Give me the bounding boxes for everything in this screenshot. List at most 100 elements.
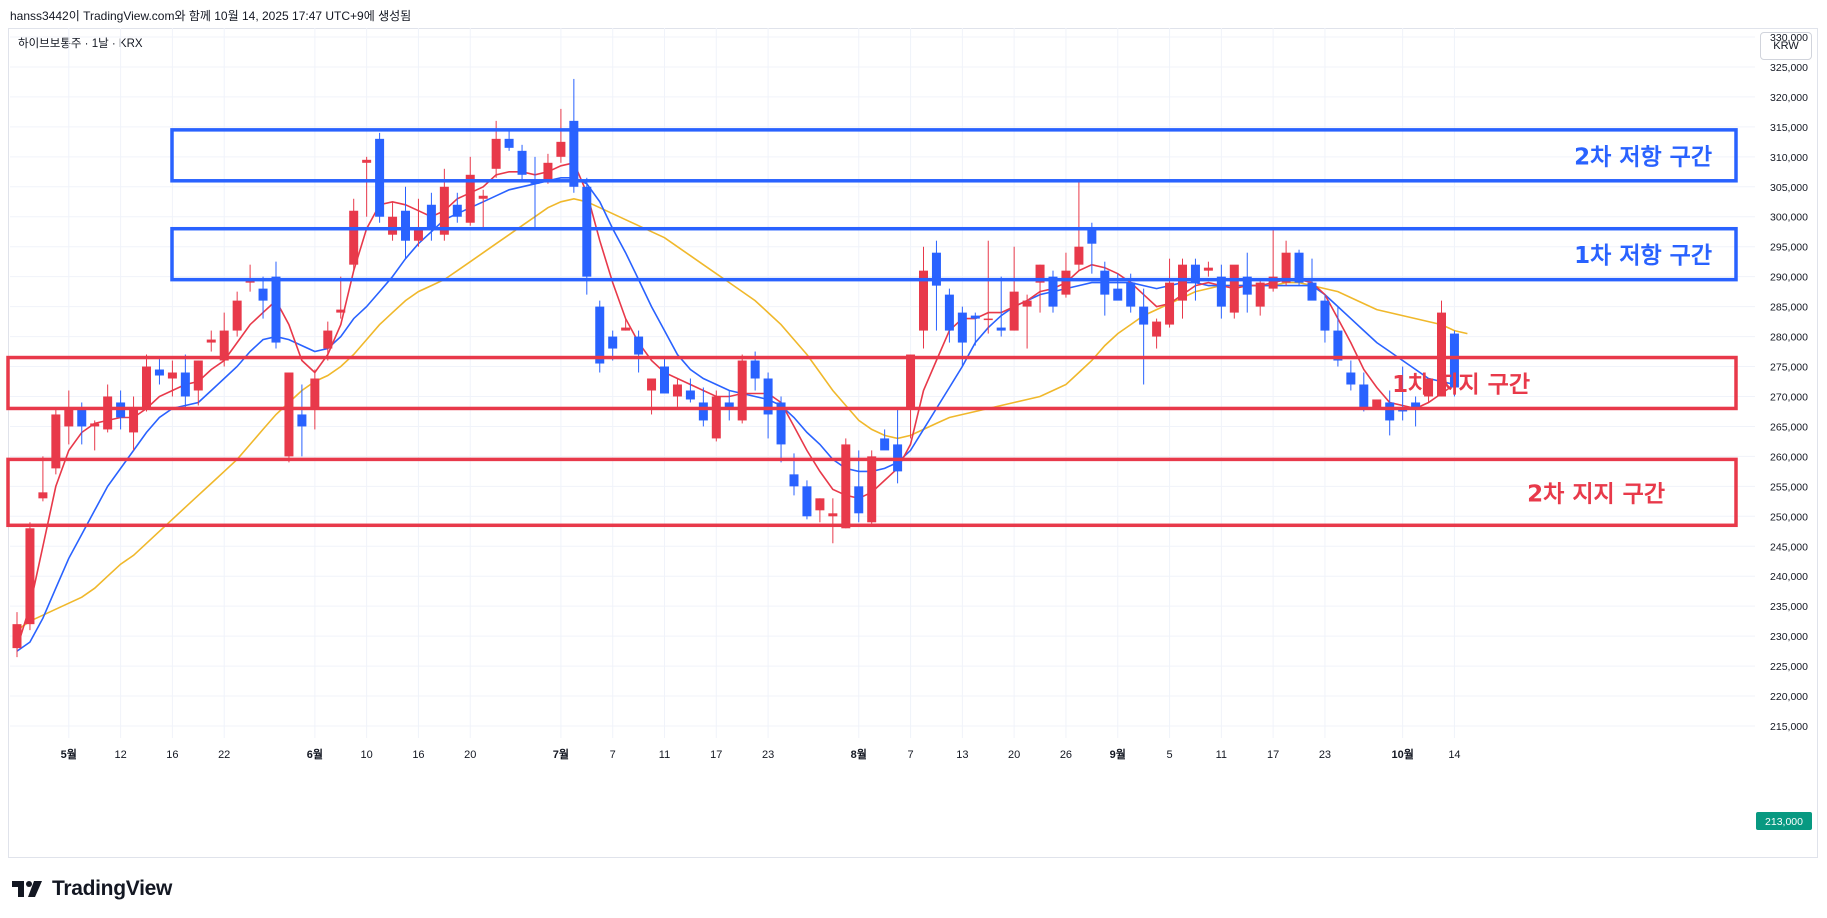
candle-body[interactable]	[154, 369, 164, 376]
candle-body[interactable]	[996, 327, 1006, 331]
candle-body[interactable]	[103, 396, 113, 430]
zone-resistance-1[interactable]	[170, 226, 1738, 282]
candle-body[interactable]	[478, 195, 488, 199]
candle-body[interactable]	[271, 276, 281, 343]
candle-body[interactable]	[1048, 276, 1058, 307]
candle-body[interactable]	[608, 336, 618, 349]
candle-body[interactable]	[90, 423, 100, 427]
candle-body[interactable]	[504, 138, 514, 148]
candle-body[interactable]	[193, 360, 203, 391]
candle-body[interactable]	[38, 492, 48, 499]
candle-body[interactable]	[750, 360, 760, 379]
candle-body[interactable]	[180, 372, 190, 397]
candle-body[interactable]	[543, 162, 553, 181]
candle-body[interactable]	[867, 456, 877, 523]
candle-body[interactable]	[1074, 246, 1084, 265]
candle-body[interactable]	[1281, 252, 1291, 283]
candle-body[interactable]	[672, 384, 682, 397]
candle-body[interactable]	[129, 408, 139, 433]
candle-body[interactable]	[763, 378, 773, 415]
candle-body[interactable]	[439, 186, 449, 235]
candle-body[interactable]	[426, 204, 436, 229]
candle-body[interactable]	[1333, 330, 1343, 361]
candle-body[interactable]	[1009, 291, 1019, 331]
candle-body[interactable]	[1139, 306, 1149, 325]
candle-body[interactable]	[957, 312, 967, 343]
candle-body[interactable]	[789, 474, 799, 487]
candle-body[interactable]	[258, 288, 268, 301]
candle-body[interactable]	[452, 204, 462, 217]
candle-body[interactable]	[465, 174, 475, 223]
candle-body[interactable]	[1061, 270, 1071, 295]
candle-body[interactable]	[1229, 264, 1239, 313]
candle-body[interactable]	[1307, 282, 1317, 301]
candle-body[interactable]	[854, 486, 864, 514]
candle-body[interactable]	[232, 300, 242, 331]
candle-body[interactable]	[556, 141, 566, 157]
candle-body[interactable]	[634, 336, 644, 355]
tradingview-brand[interactable]: TradingView	[12, 877, 172, 901]
candle-body[interactable]	[336, 309, 346, 313]
candle-body[interactable]	[310, 378, 320, 409]
candle-body[interactable]	[1449, 333, 1459, 388]
candle-body[interactable]	[375, 138, 385, 217]
candle-body[interactable]	[77, 408, 87, 427]
candle-body[interactable]	[206, 339, 216, 343]
candle-body[interactable]	[931, 252, 941, 286]
candle-body[interactable]	[142, 366, 151, 409]
candle-body[interactable]	[970, 315, 980, 319]
candle-body[interactable]	[582, 186, 592, 277]
candle-body[interactable]	[1411, 402, 1421, 409]
zone-support-2[interactable]	[6, 457, 1738, 528]
candle-body[interactable]	[1035, 264, 1045, 283]
candle-body[interactable]	[828, 513, 838, 517]
zone-support-1[interactable]	[6, 355, 1738, 411]
candle-body[interactable]	[1203, 267, 1213, 271]
candle-body[interactable]	[1372, 399, 1382, 409]
candle-body[interactable]	[1216, 276, 1226, 307]
candle-body[interactable]	[1242, 276, 1252, 295]
currency-button[interactable]: KRW	[1760, 32, 1812, 60]
candle-body[interactable]	[388, 216, 398, 235]
candle-body[interactable]	[647, 378, 657, 391]
candle-body[interactable]	[621, 327, 631, 331]
candle-body[interactable]	[349, 210, 359, 265]
candle-body[interactable]	[944, 294, 954, 331]
candle-body[interactable]	[1087, 228, 1097, 244]
candle-body[interactable]	[802, 486, 812, 517]
candle-body[interactable]	[685, 390, 695, 400]
candle-body[interactable]	[297, 414, 307, 427]
candle-body[interactable]	[711, 396, 721, 439]
zone-resistance-2[interactable]	[170, 128, 1738, 183]
candle-body[interactable]	[413, 228, 423, 241]
symbol-title[interactable]: 하이브보통주 · 1날 · KRX	[18, 38, 143, 50]
candle-body[interactable]	[776, 402, 786, 445]
candle-body[interactable]	[815, 498, 825, 511]
candle-body[interactable]	[660, 366, 669, 394]
candle-body[interactable]	[323, 330, 333, 349]
candle-body[interactable]	[1268, 276, 1278, 289]
candle-body[interactable]	[880, 438, 890, 451]
candle-body[interactable]	[1385, 402, 1395, 421]
candle-body[interactable]	[569, 120, 579, 187]
candle-body[interactable]	[919, 270, 928, 331]
candle-body[interactable]	[219, 330, 229, 361]
candle-body[interactable]	[1437, 312, 1446, 397]
candle-body[interactable]	[1152, 321, 1162, 337]
candle-body[interactable]	[1190, 264, 1200, 283]
candle-body[interactable]	[401, 210, 410, 241]
candle-body[interactable]	[284, 372, 294, 457]
candle-body[interactable]	[12, 624, 22, 649]
candle-body[interactable]	[64, 408, 74, 427]
candle-body[interactable]	[841, 444, 851, 529]
candle-body[interactable]	[491, 138, 501, 169]
candle-body[interactable]	[698, 402, 708, 421]
candle-body[interactable]	[1126, 282, 1136, 307]
candle-body[interactable]	[1113, 288, 1123, 301]
candle-body[interactable]	[1359, 384, 1369, 409]
candle-body[interactable]	[983, 318, 993, 321]
candle-body[interactable]	[51, 414, 61, 469]
candle-body[interactable]	[1255, 282, 1265, 307]
candle-body[interactable]	[1165, 282, 1175, 325]
